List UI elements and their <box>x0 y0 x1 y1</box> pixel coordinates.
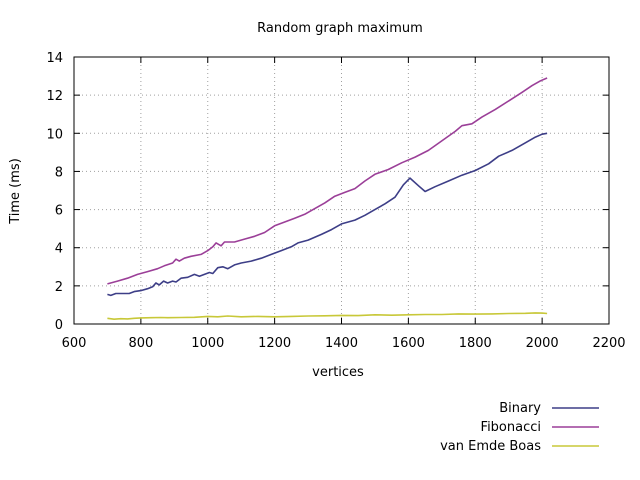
legend-label-binary: Binary <box>499 401 541 416</box>
y-tick-label: 10 <box>46 127 63 142</box>
series-layer <box>107 77 548 321</box>
series-line-binary <box>107 132 548 297</box>
y-tick-label: 6 <box>55 204 63 219</box>
series-line-fibonacci <box>107 77 548 285</box>
x-tick-label: 600 <box>62 336 87 351</box>
x-tick-label: 1000 <box>191 336 224 351</box>
x-tick-label: 1800 <box>459 336 492 351</box>
series-line-van-emde-boas <box>107 312 548 321</box>
y-tick-label: 14 <box>46 51 63 66</box>
x-tick-label: 1200 <box>258 336 291 351</box>
grid <box>74 57 609 324</box>
legend: Binary Fibonacci van Emde Boas <box>440 401 599 454</box>
y-tick-label: 0 <box>55 318 63 333</box>
legend-label-fibonacci: Fibonacci <box>481 420 541 435</box>
x-tick-label: 2000 <box>526 336 559 351</box>
y-tick-label: 4 <box>55 242 63 257</box>
x-tick-label: 2200 <box>592 336 625 351</box>
y-tick-label: 12 <box>46 89 63 104</box>
y-axis-label: Time (ms) <box>8 158 23 225</box>
x-tick-label: 1600 <box>392 336 425 351</box>
axis-ticks: 600 800 1000 1200 1400 1600 1800 2000 2200 0 2 4 6 8 1… <box>46 51 625 351</box>
x-axis-label: vertices <box>312 365 364 380</box>
x-tick-label: 800 <box>128 336 153 351</box>
y-tick-label: 2 <box>55 280 63 295</box>
legend-label-van-emde-boas: van Emde Boas <box>440 439 541 454</box>
y-tick-label: 8 <box>55 165 63 180</box>
chart-title: Random graph maximum <box>257 21 423 36</box>
x-tick-label: 1400 <box>325 336 358 351</box>
